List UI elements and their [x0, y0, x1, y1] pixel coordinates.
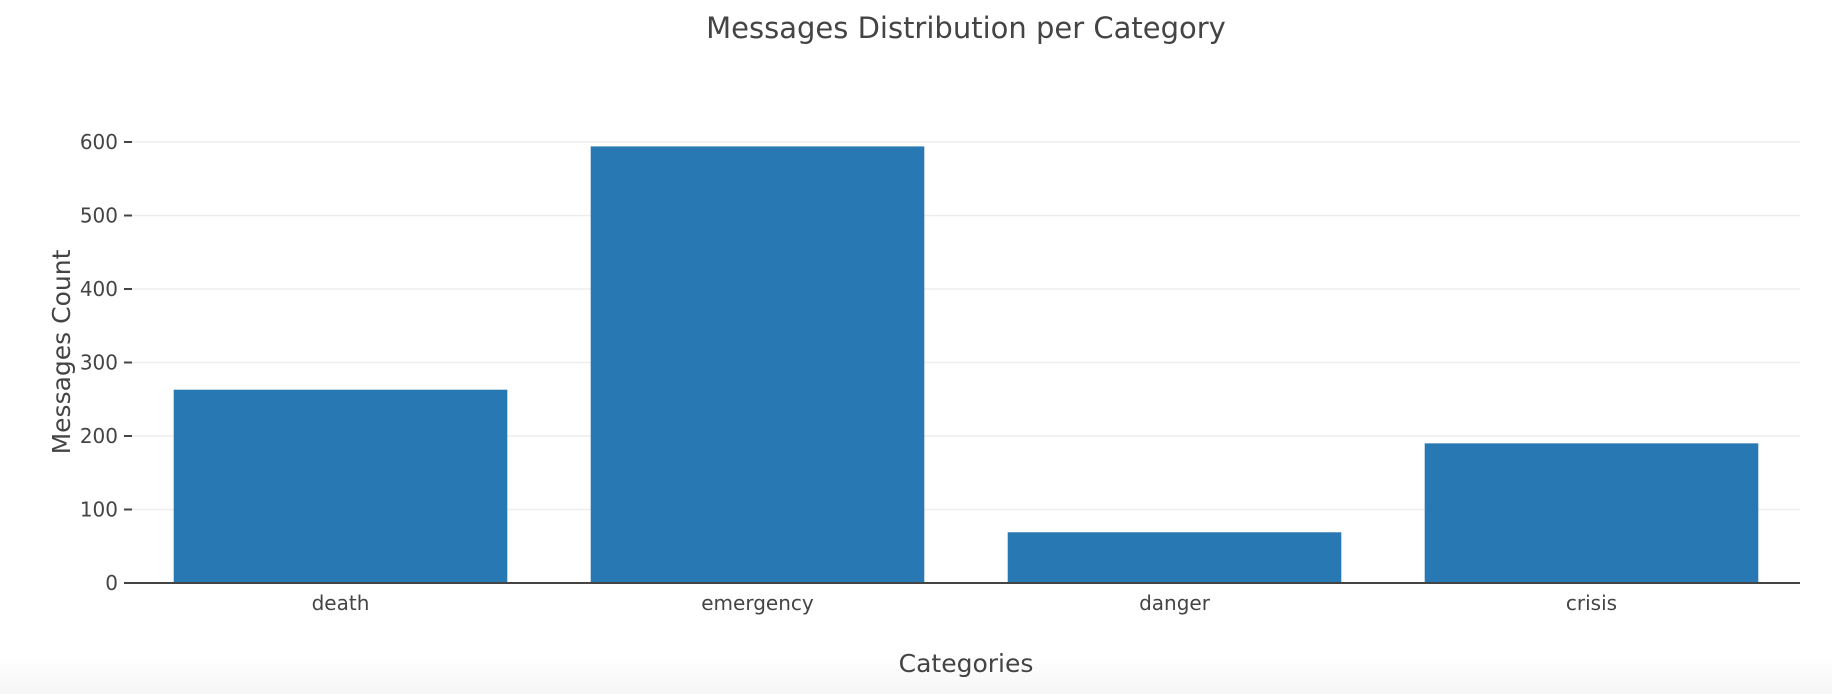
- bar-danger[interactable]: [1007, 532, 1342, 583]
- y-tick-label: 0: [105, 571, 118, 595]
- bar-crisis[interactable]: [1424, 443, 1759, 583]
- bar-emergency[interactable]: [590, 146, 925, 583]
- x-tick-label: danger: [1139, 591, 1211, 615]
- chart-title: Messages Distribution per Category: [706, 11, 1226, 45]
- y-tick-label: 100: [80, 498, 118, 522]
- x-tick-label: death: [312, 591, 370, 615]
- x-axis-title: Categories: [899, 649, 1034, 678]
- x-tick-label: emergency: [701, 591, 814, 615]
- axes: 0 100 200 300 400 500 600 death emergency danger c…: [80, 130, 1800, 615]
- x-tick-label: crisis: [1566, 591, 1617, 615]
- bar-death[interactable]: [173, 389, 508, 583]
- y-tick-label: 500: [80, 204, 118, 228]
- y-tick-label: 600: [80, 130, 118, 154]
- bars: [173, 146, 1759, 583]
- y-tick-label: 300: [80, 351, 118, 375]
- y-tick-label: 200: [80, 424, 118, 448]
- y-axis-title: Messages Count: [47, 249, 76, 454]
- y-tick-label: 400: [80, 277, 118, 301]
